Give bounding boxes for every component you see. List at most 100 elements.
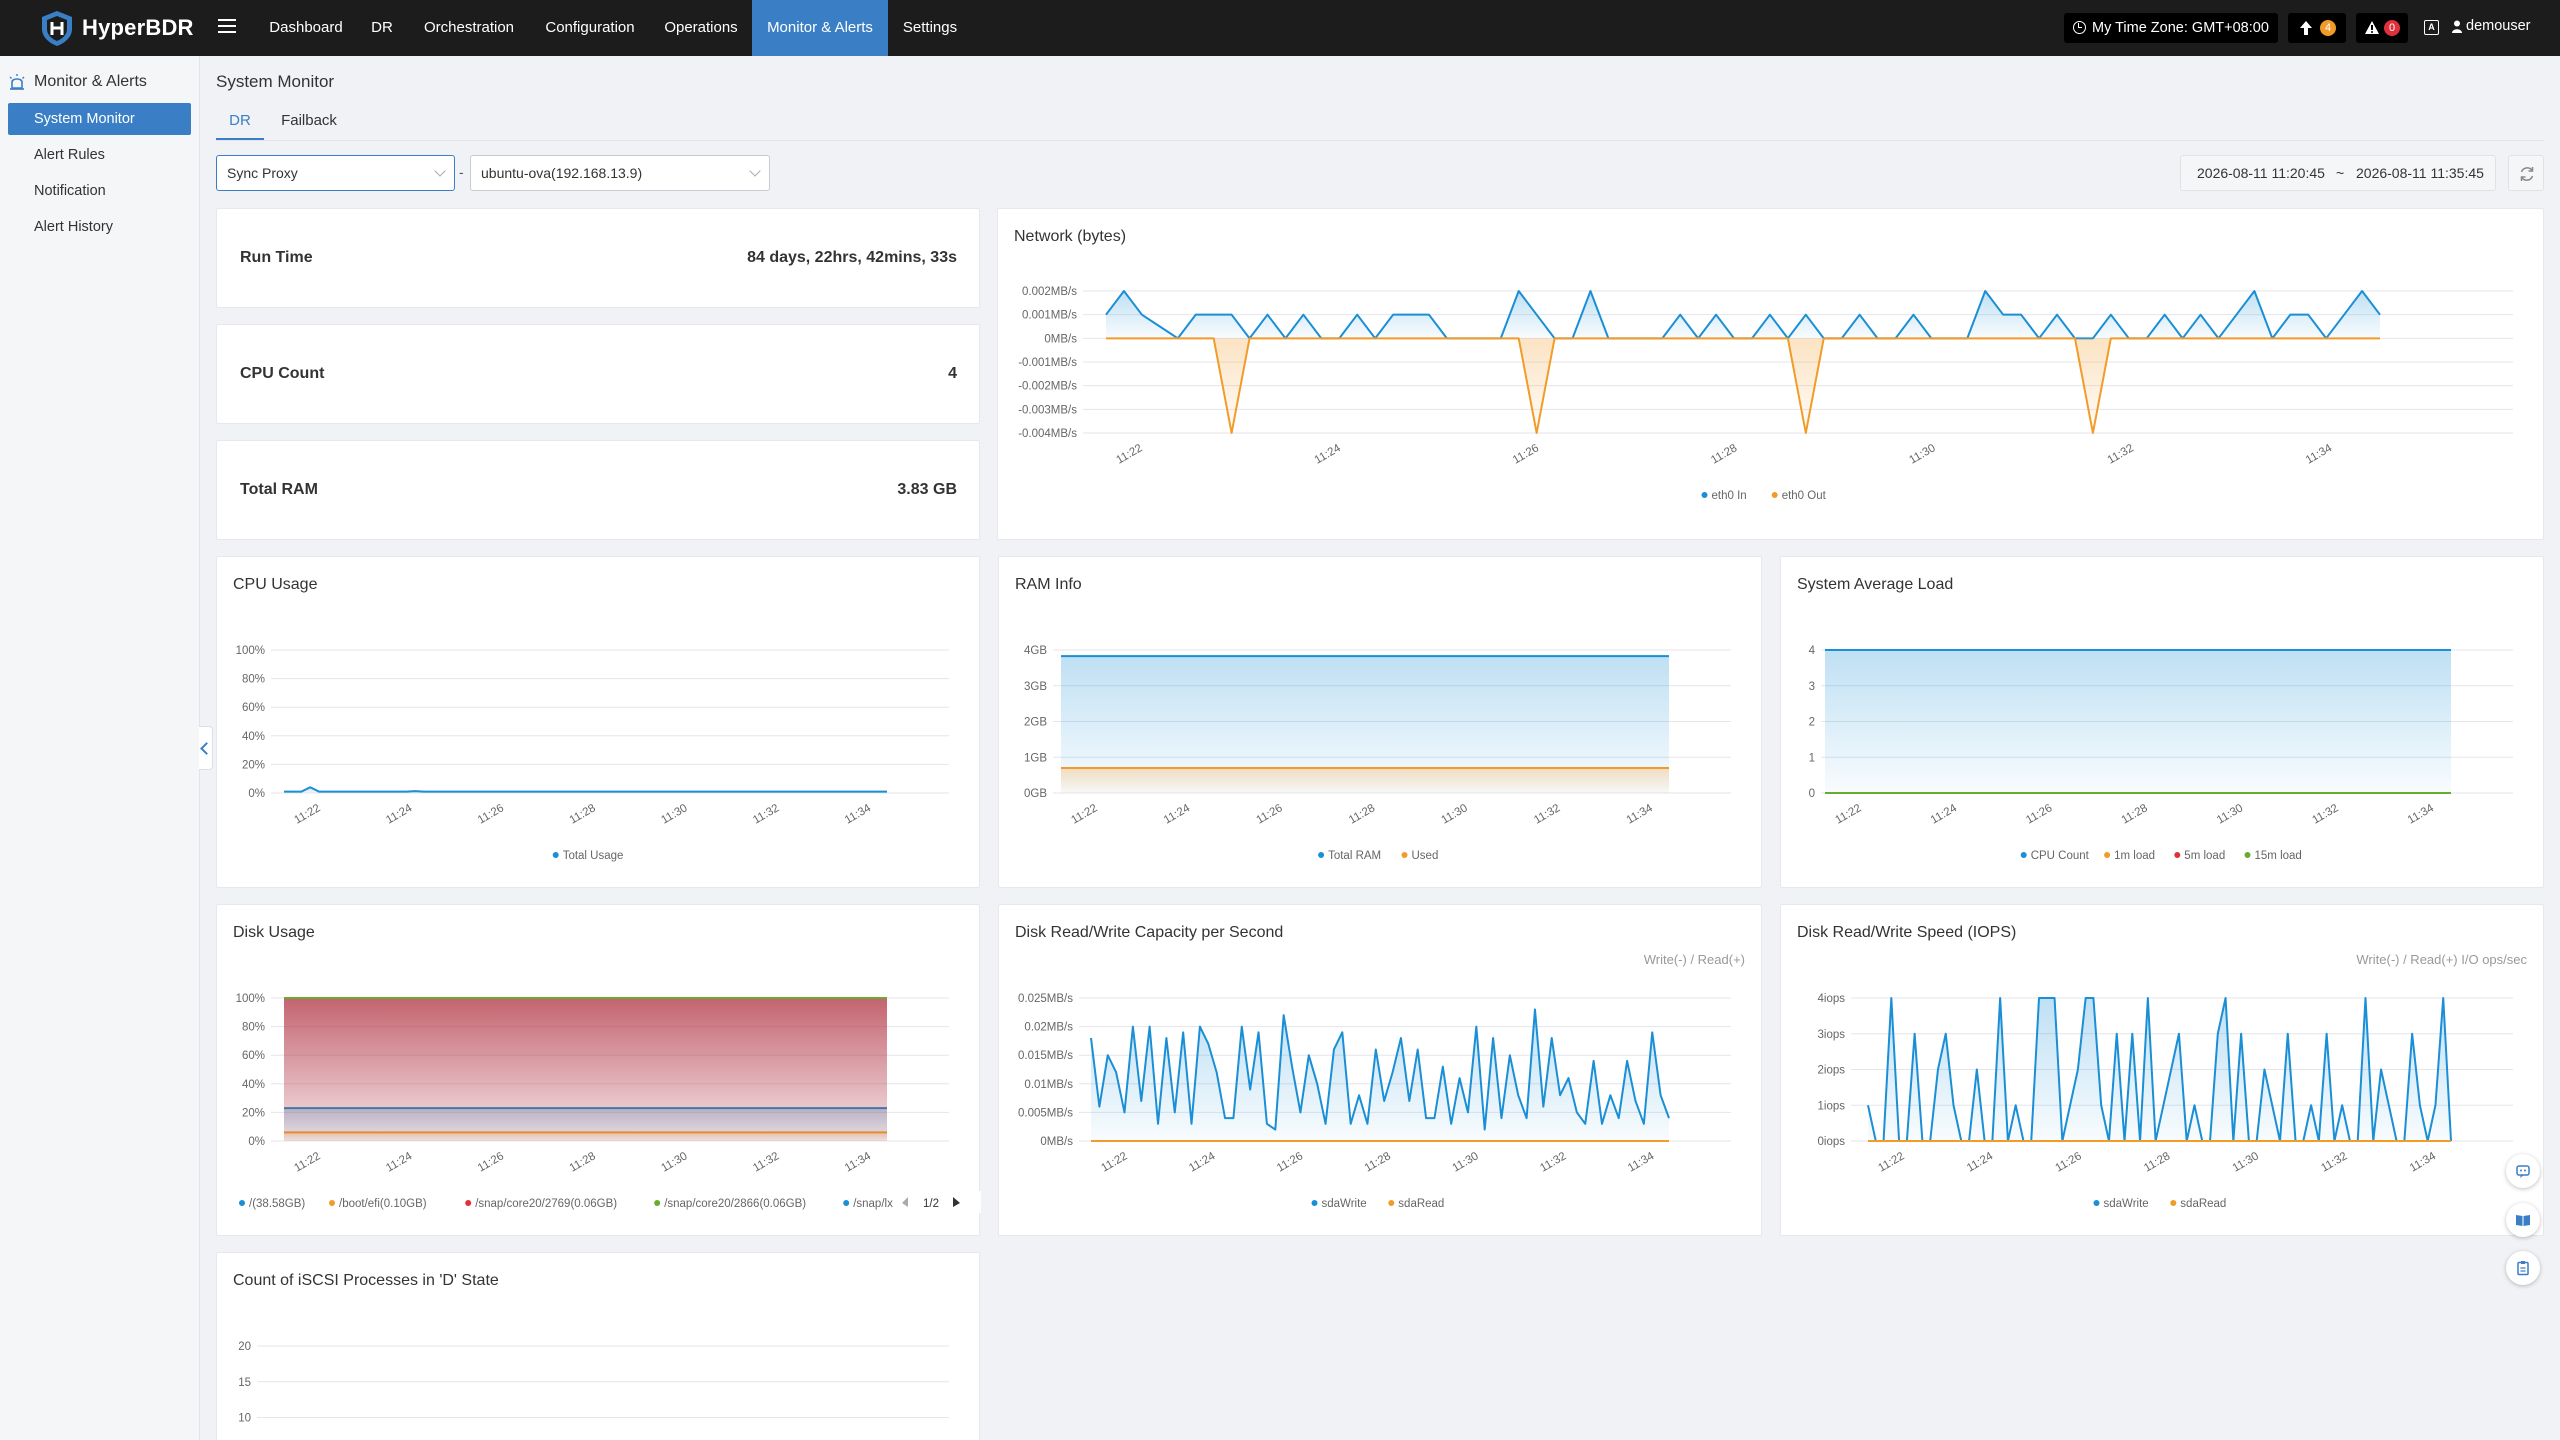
updates-button[interactable]: 4 <box>2288 13 2346 43</box>
language-icon[interactable]: A <box>2424 20 2439 35</box>
tab-dr[interactable]: DR <box>216 112 264 140</box>
legend-label: sdaRead <box>2180 1198 2226 1210</box>
sidebar-title: Monitor & Alerts <box>34 73 147 90</box>
tab-failback[interactable]: Failback <box>281 112 337 129</box>
y-tick-label: 60% <box>242 1050 265 1062</box>
sidebar-item-system-monitor[interactable]: System Monitor <box>8 103 191 135</box>
x-tick-label: 11:28 <box>1709 442 1739 466</box>
nav-configuration[interactable]: Configuration <box>545 19 635 36</box>
float-button-2[interactable] <box>2506 1203 2540 1237</box>
x-tick-label: 11:24 <box>1162 802 1193 827</box>
x-tick-label: 11:34 <box>1625 802 1656 827</box>
legend-marker <box>1771 492 1778 498</box>
x-tick-label: 11:22 <box>1069 802 1099 826</box>
y-tick-label: 40% <box>242 731 265 743</box>
menu-toggle-icon[interactable] <box>218 16 238 36</box>
sidebar-item-alert-history[interactable]: Alert History <box>34 219 113 235</box>
y-tick-label: 3iops <box>1818 1029 1846 1041</box>
cpu-usage-card: CPU Usage 100% 80% 60% 40% 20% 0% 11:22 11:24 11… <box>216 556 980 888</box>
host-select[interactable]: ubuntu-ova(192.168.13.9) <box>470 155 770 191</box>
system-load-card: System Average Load 4 3 2 1 0 11:22 11:24 11:26… <box>1780 556 2544 888</box>
sidebar: Monitor & Alerts System Monitor Alert Ru… <box>0 56 200 1440</box>
x-tick-label: 11:30 <box>1451 1150 1481 1174</box>
network-chart-title: Network (bytes) <box>1014 228 1127 245</box>
x-tick-label: 11:24 <box>1929 802 1960 827</box>
tabs-divider <box>216 140 2544 141</box>
update-count-badge: 4 <box>2320 20 2336 36</box>
y-tick-label: 80% <box>242 674 265 686</box>
legend-marker <box>329 1200 335 1206</box>
y-tick-label: -0.002MB/s <box>1018 381 1077 393</box>
component-type-select[interactable]: Sync Proxy <box>216 155 455 191</box>
date-range-picker[interactable]: 2026-08-11 11:20:45 ~ 2026-08-11 11:35:4… <box>2180 155 2496 191</box>
selector-separator: - <box>459 164 464 180</box>
legend-label: Total Usage <box>563 850 624 862</box>
y-tick-label: 100% <box>236 645 265 657</box>
y-tick-label: 1iops <box>1818 1100 1846 1112</box>
nav-settings[interactable]: Settings <box>902 19 958 36</box>
y-tick-label: 3 <box>1809 681 1815 693</box>
y-tick-label: 0MB/s <box>1040 1136 1073 1148</box>
y-tick-label: 15 <box>238 1377 251 1389</box>
x-tick-label: 11:34 <box>1626 1150 1657 1175</box>
x-tick-label: 11:34 <box>2406 802 2437 827</box>
series-area-0 <box>1061 656 1669 793</box>
user-icon <box>2452 20 2462 33</box>
y-tick-label: -0.001MB/s <box>1018 357 1077 369</box>
sidebar-item-notification[interactable]: Notification <box>34 183 106 199</box>
disk-capacity-title: Disk Read/Write Capacity per Second <box>1015 924 1284 941</box>
legend-label: 1m load <box>2114 850 2155 862</box>
nav-dashboard[interactable]: Dashboard <box>269 19 343 36</box>
y-tick-label: 100% <box>236 993 265 1005</box>
x-tick-label: 11:30 <box>2231 1150 2261 1174</box>
nav-orchestration[interactable]: Orchestration <box>423 19 515 36</box>
run-time-card: Run Time 84 days, 22hrs, 42mins, 33s <box>216 208 980 308</box>
nav-monitor-alerts[interactable]: Monitor & Alerts <box>752 0 888 56</box>
network-chart-svg: 0.002MB/s 0.001MB/s 0MB/s -0.001MB/s -0.002M… <box>1018 286 2513 502</box>
refresh-button[interactable] <box>2508 155 2544 191</box>
y-tick-label: 60% <box>242 702 265 714</box>
y-tick-label: 0.015MB/s <box>1018 1050 1073 1062</box>
series-area-2 <box>284 998 887 1141</box>
user-menu[interactable]: demouser <box>2452 18 2530 34</box>
disk-capacity-subtitle: Write(-) / Read(+) <box>1643 952 1745 967</box>
legend-label: sdaWrite <box>2104 1198 2149 1210</box>
legend: Total Usage <box>552 850 624 862</box>
legend-marker <box>1318 852 1325 858</box>
float-button-3[interactable] <box>2506 1251 2540 1285</box>
ram-chart-svg: 4GB 3GB 2GB 1GB 0GB 11:22 11:24 11:26 11:28 11:30… <box>1024 645 1731 862</box>
alarm-count-badge: 0 <box>2384 20 2400 36</box>
date-start: 2026-08-11 11:20:45 <box>2197 165 2325 181</box>
sidebar-item-alert-rules[interactable]: Alert Rules <box>34 147 105 163</box>
x-tick-label: 11:34 <box>2304 442 2335 467</box>
sidebar-collapse-button[interactable] <box>199 726 213 770</box>
legend-marker <box>2170 1200 2177 1206</box>
y-tick-label: 4iops <box>1818 993 1846 1005</box>
refresh-icon <box>2520 167 2534 181</box>
date-end: 2026-08-11 11:35:45 <box>2356 165 2484 181</box>
legend-label: 5m load <box>2184 850 2225 862</box>
x-tick-label: 11:34 <box>2408 1150 2439 1175</box>
y-tick-label: 1 <box>1809 752 1815 764</box>
legend-label: 15m load <box>2255 850 2302 862</box>
legend: Total RAM Used <box>1318 850 1438 862</box>
float-button-1[interactable] <box>2506 1154 2540 1188</box>
x-tick-label: 11:30 <box>1440 802 1470 826</box>
series-area-1 <box>1061 767 1669 793</box>
timezone-indicator[interactable]: My Time Zone: GMT+08:00 <box>2064 13 2278 43</box>
timezone-label: My Time Zone: GMT+08:00 <box>2092 20 2269 36</box>
username: demouser <box>2466 18 2531 34</box>
alarms-button[interactable]: 0 <box>2356 13 2408 43</box>
legend-marker <box>2174 852 2181 858</box>
legend-marker <box>2020 852 2027 858</box>
network-chart-card: Network (bytes) 0.002MB/s 0.001MB/s 0MB/s -… <box>997 208 2544 540</box>
nav-operations[interactable]: Operations <box>664 19 738 36</box>
warning-icon <box>2365 21 2379 34</box>
x-tick-label: 11:30 <box>659 1150 689 1174</box>
chat-bot-icon <box>2516 1165 2530 1178</box>
series-area-0 <box>1825 650 2451 793</box>
series-line-0 <box>1090 1008 1670 1131</box>
disk-iops-title: Disk Read/Write Speed (IOPS) <box>1797 924 2017 941</box>
x-tick-label: 11:32 <box>2310 802 2340 826</box>
nav-dr[interactable]: DR <box>371 19 393 36</box>
